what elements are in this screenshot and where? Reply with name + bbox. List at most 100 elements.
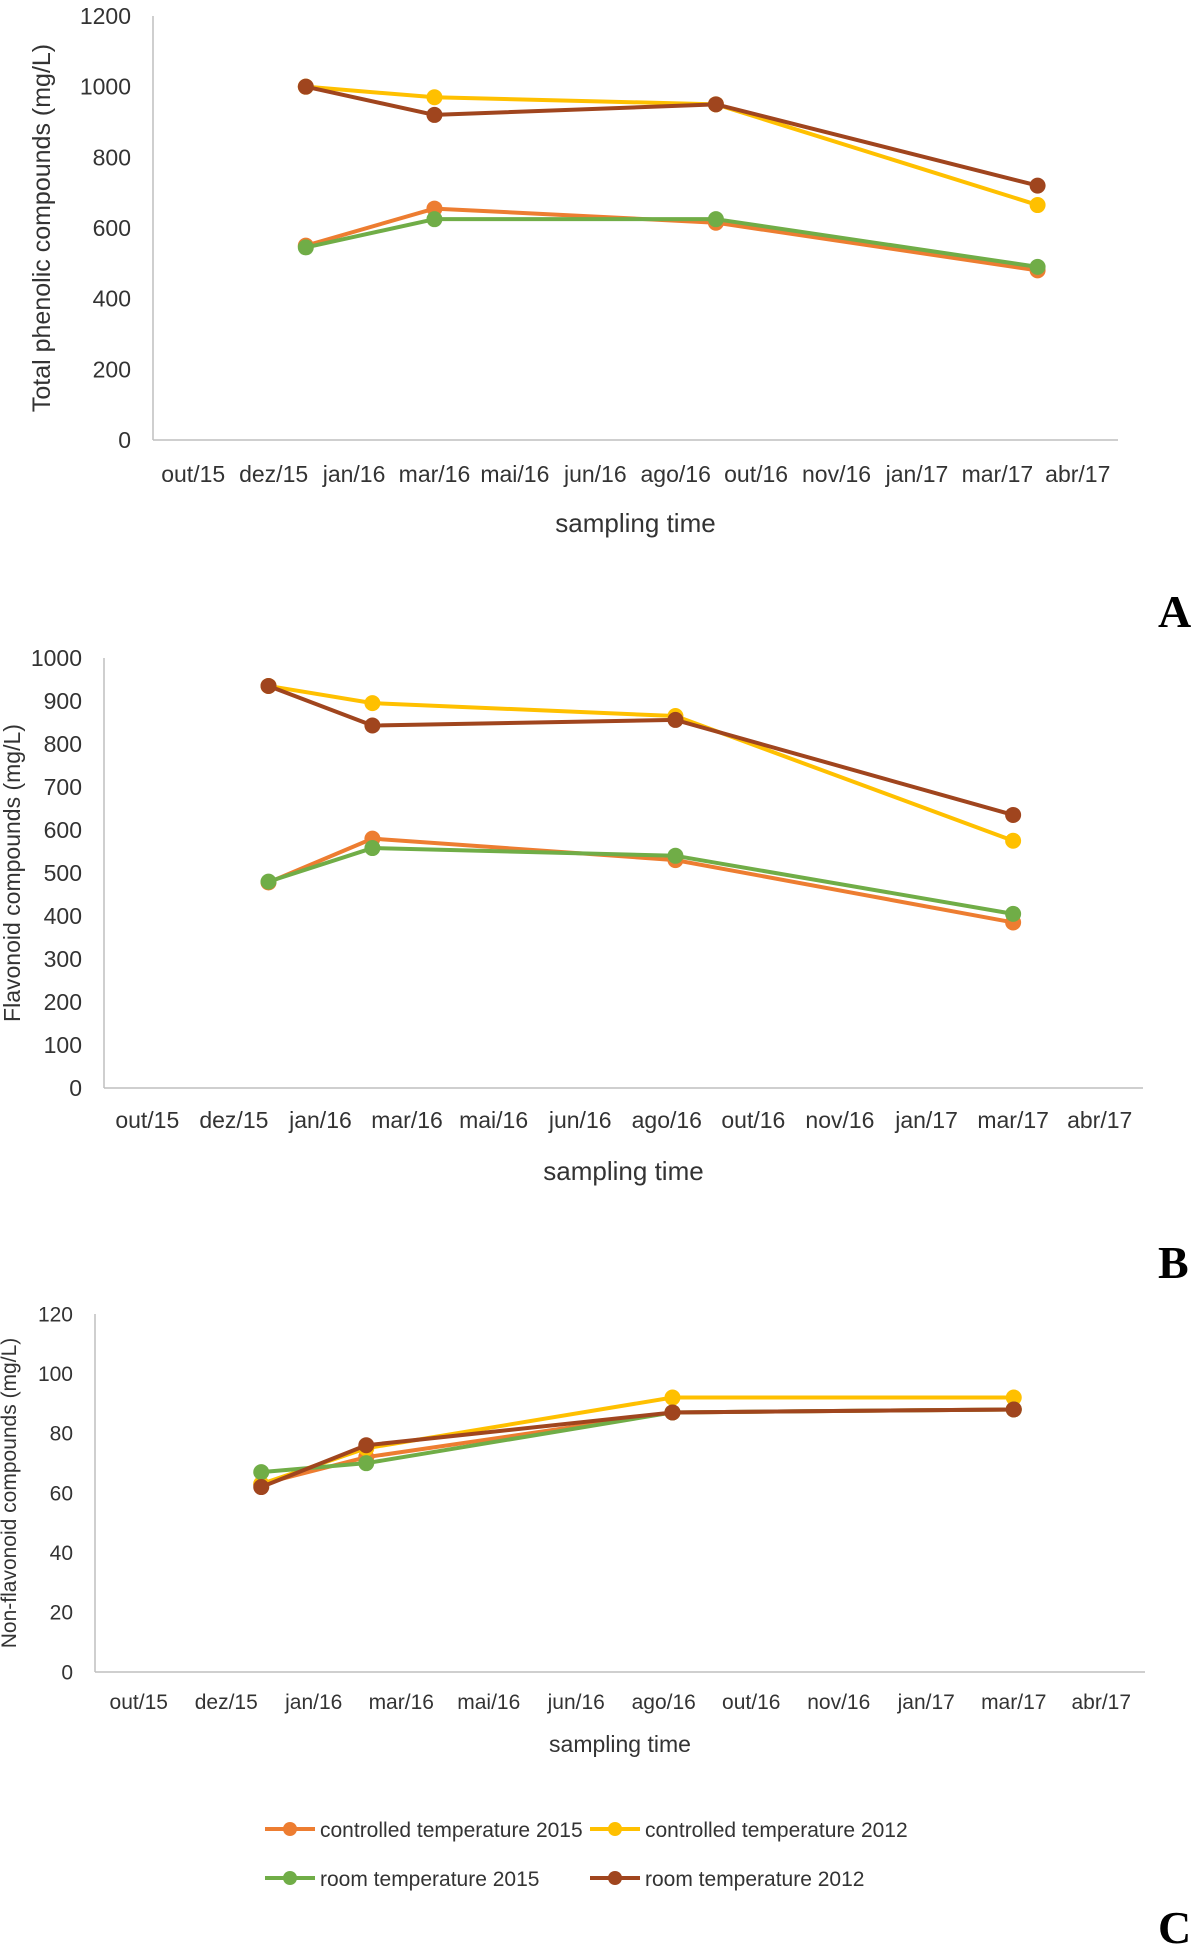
data-point-room-2012	[364, 717, 381, 734]
data-point-room-2012	[1005, 1401, 1022, 1418]
legend-marker-room-2012	[608, 1871, 622, 1885]
x-tick-label: mar/16	[399, 461, 471, 487]
data-point-room-2012	[260, 677, 277, 694]
x-tick-label: mar/17	[981, 1691, 1046, 1714]
x-tick-label: dez/15	[195, 1691, 258, 1714]
y-tick-label: 200	[93, 356, 131, 382]
legend: controlled temperature 2015 controlled t…	[265, 1819, 908, 1891]
data-point-controlled-2012	[664, 1389, 681, 1406]
y-tick-label: 40	[50, 1542, 73, 1565]
x-tick-label: out/15	[110, 1691, 168, 1714]
legend-label-room-2012: room temperature 2012	[645, 1868, 864, 1891]
y-tick-label: 100	[38, 1363, 73, 1386]
panel-c-chart: 0 20 40 60 80 100 120 out/15 dez/15 jan/16 mar/16 m…	[0, 1303, 1145, 1757]
x-tick-label: jan/16	[322, 461, 386, 487]
data-point-room-2012	[664, 1404, 681, 1421]
y-tick-label: 500	[44, 860, 82, 886]
legend-marker-room-2015	[283, 1871, 297, 1885]
x-tick-label: jan/17	[897, 1691, 955, 1714]
data-point-room-2012	[707, 96, 724, 113]
data-point-room-2015	[260, 873, 277, 890]
x-tick-label: mai/16	[480, 461, 549, 487]
series-line-room-2015	[305, 217, 1038, 269]
data-point-room-2015	[1005, 905, 1022, 922]
data-point-room-2012	[297, 78, 314, 95]
panel-label-b: B	[1158, 1237, 1189, 1288]
y-tick-label: 0	[69, 1075, 82, 1101]
x-tick-label: jan/16	[288, 1107, 352, 1133]
y-tick-label: 80	[50, 1423, 73, 1446]
data-point-room-2015	[426, 211, 443, 228]
y-tick-label: 0	[118, 427, 131, 453]
y-tick-label: 0	[61, 1661, 73, 1684]
x-axis-title: sampling time	[555, 508, 715, 538]
panel-label-c: C	[1158, 1902, 1191, 1950]
x-tick-label: dez/15	[199, 1107, 268, 1133]
y-tick-label: 800	[44, 731, 82, 757]
legend-label-controlled-2015: controlled temperature 2015	[320, 1819, 583, 1842]
y-axis-title: Non-flavonoid compounds (mg/L)	[0, 1338, 21, 1649]
x-tick-label: mai/16	[457, 1691, 520, 1714]
x-tick-label: nov/16	[802, 461, 871, 487]
data-point-room-2012	[1029, 177, 1046, 194]
x-tick-label: mar/17	[962, 461, 1034, 487]
series-line-room-2012	[267, 684, 1014, 817]
x-tick-label: out/16	[721, 1107, 785, 1133]
y-tick-label: 400	[93, 286, 131, 312]
x-tick-label: abr/17	[1071, 1691, 1131, 1714]
data-point-room-2012	[1005, 806, 1022, 823]
y-tick-label: 1000	[80, 74, 131, 100]
y-tick-label: 800	[93, 144, 131, 170]
x-tick-label: nov/16	[807, 1691, 870, 1714]
data-point-room-2015	[358, 1455, 375, 1472]
series-line-room-2012	[305, 84, 1039, 188]
x-tick-label: out/16	[722, 1691, 780, 1714]
x-tick-label: abr/17	[1067, 1107, 1132, 1133]
data-point-room-2015	[667, 847, 684, 864]
data-point-room-2012	[426, 106, 443, 123]
y-tick-label: 400	[44, 903, 82, 929]
series-line-room-2015	[267, 846, 1014, 916]
series-line-controlled-2015	[305, 206, 1038, 273]
x-tick-label: dez/15	[239, 461, 308, 487]
x-tick-label: jan/17	[894, 1107, 958, 1133]
data-point-room-2015	[364, 840, 381, 857]
data-point-room-2015	[1029, 258, 1046, 275]
x-tick-label: abr/17	[1045, 461, 1110, 487]
panel-b-chart: 0 100 200 300 400 500 600 700 800 900 1000 out/15 de…	[0, 645, 1143, 1186]
series-line-controlled-2015	[267, 836, 1014, 925]
x-tick-label: ago/16	[632, 1107, 702, 1133]
series-line-room-2012	[260, 1407, 1014, 1489]
y-tick-label: 100	[44, 1032, 82, 1058]
data-point-controlled-2012	[364, 695, 381, 712]
y-tick-label: 700	[44, 774, 82, 800]
data-point-room-2012	[667, 711, 684, 728]
x-tick-label: ago/16	[641, 461, 711, 487]
data-point-room-2015	[297, 239, 314, 256]
x-tick-label: out/15	[161, 461, 225, 487]
x-tick-label: ago/16	[632, 1691, 696, 1714]
y-axis-title: Total phenolic compounds (mg/L)	[28, 44, 56, 412]
x-tick-label: jun/16	[547, 1691, 605, 1714]
x-tick-label: nov/16	[805, 1107, 874, 1133]
y-tick-label: 300	[44, 946, 82, 972]
data-point-controlled-2012	[1005, 832, 1022, 849]
x-tick-label: jun/16	[548, 1107, 612, 1133]
data-point-controlled-2012	[1029, 197, 1046, 214]
y-tick-label: 200	[44, 989, 82, 1015]
legend-label-controlled-2012: controlled temperature 2012	[645, 1819, 908, 1842]
panel-label-a: A	[1158, 586, 1191, 637]
data-point-room-2015	[707, 211, 724, 228]
y-tick-label: 120	[38, 1303, 73, 1326]
y-axis-title: Flavonoid compounds (mg/L)	[0, 724, 25, 1022]
y-tick-label: 1200	[80, 3, 131, 29]
data-point-room-2012	[253, 1479, 270, 1496]
x-tick-label: jan/17	[885, 461, 949, 487]
y-tick-label: 60	[50, 1482, 73, 1505]
x-tick-label: mar/16	[369, 1691, 434, 1714]
panel-a-chart: 0 200 400 600 800 1000 1200 out/15 dez/15 jan/16 m…	[28, 3, 1118, 538]
x-tick-label: mai/16	[459, 1107, 528, 1133]
x-tick-label: mar/17	[977, 1107, 1049, 1133]
x-axis-title: sampling time	[549, 1731, 691, 1757]
x-tick-label: out/16	[724, 461, 788, 487]
